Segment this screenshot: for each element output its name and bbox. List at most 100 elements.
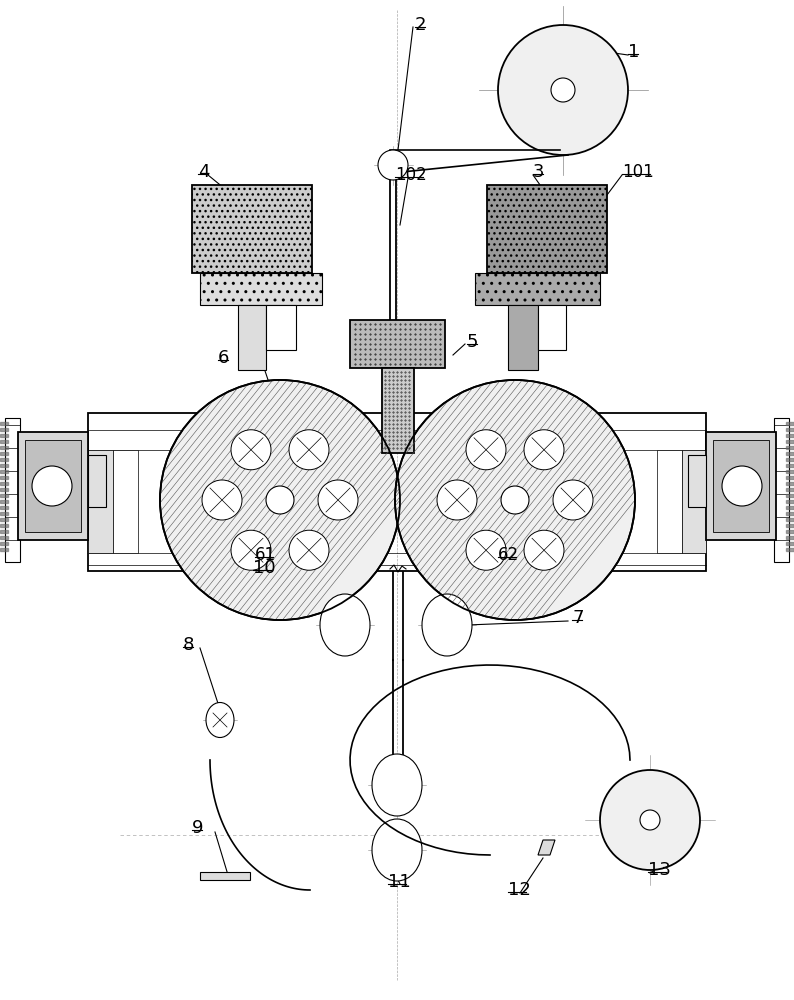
- Ellipse shape: [206, 702, 234, 738]
- Polygon shape: [0, 494, 8, 497]
- Circle shape: [466, 430, 506, 470]
- Bar: [508, 305, 538, 370]
- Bar: [25, 440, 81, 532]
- Polygon shape: [786, 488, 794, 491]
- Circle shape: [498, 25, 628, 155]
- Bar: [88, 413, 706, 571]
- Polygon shape: [0, 446, 8, 449]
- Bar: [382, 368, 414, 453]
- Text: 62: 62: [498, 546, 519, 564]
- Polygon shape: [0, 470, 8, 473]
- Polygon shape: [786, 428, 794, 431]
- Bar: [238, 305, 266, 370]
- Polygon shape: [0, 548, 8, 551]
- Circle shape: [551, 78, 575, 102]
- Bar: [706, 432, 776, 540]
- Ellipse shape: [422, 594, 472, 656]
- Polygon shape: [0, 482, 8, 485]
- Polygon shape: [786, 494, 794, 497]
- Text: 61: 61: [255, 546, 276, 564]
- Circle shape: [231, 430, 271, 470]
- Polygon shape: [0, 476, 8, 479]
- Bar: [5, 418, 20, 562]
- Polygon shape: [0, 536, 8, 539]
- Bar: [657, 450, 682, 553]
- Text: 6: 6: [218, 349, 229, 367]
- Circle shape: [640, 810, 660, 830]
- Circle shape: [600, 770, 700, 870]
- Circle shape: [289, 530, 329, 570]
- Circle shape: [160, 380, 400, 620]
- Circle shape: [32, 466, 72, 506]
- Polygon shape: [786, 422, 794, 425]
- Polygon shape: [0, 488, 8, 491]
- Circle shape: [395, 380, 635, 620]
- Polygon shape: [0, 440, 8, 443]
- Circle shape: [378, 150, 408, 180]
- Text: 1: 1: [628, 43, 639, 61]
- Text: 4: 4: [198, 163, 210, 181]
- Text: 2: 2: [415, 16, 426, 34]
- Circle shape: [289, 430, 329, 470]
- Polygon shape: [786, 434, 794, 437]
- Ellipse shape: [372, 754, 422, 816]
- Text: 5: 5: [467, 333, 479, 351]
- Polygon shape: [786, 458, 794, 461]
- Polygon shape: [786, 530, 794, 533]
- Text: 3: 3: [533, 163, 545, 181]
- Bar: [682, 450, 706, 553]
- Text: 10: 10: [253, 559, 276, 577]
- Polygon shape: [786, 518, 794, 521]
- Ellipse shape: [372, 819, 422, 881]
- Polygon shape: [200, 872, 250, 880]
- Polygon shape: [0, 530, 8, 533]
- Bar: [774, 418, 789, 562]
- Polygon shape: [786, 506, 794, 509]
- Text: 8: 8: [183, 636, 195, 654]
- Polygon shape: [0, 512, 8, 515]
- Polygon shape: [786, 524, 794, 527]
- Text: 9: 9: [192, 819, 203, 837]
- Circle shape: [501, 486, 529, 514]
- Bar: [200, 273, 322, 305]
- Bar: [88, 450, 113, 553]
- Bar: [475, 273, 600, 305]
- Polygon shape: [0, 458, 8, 461]
- Bar: [266, 305, 296, 350]
- Circle shape: [524, 430, 564, 470]
- Circle shape: [524, 530, 564, 570]
- Circle shape: [466, 530, 506, 570]
- Polygon shape: [0, 428, 8, 431]
- Polygon shape: [786, 548, 794, 551]
- Polygon shape: [0, 422, 8, 425]
- Polygon shape: [786, 440, 794, 443]
- Polygon shape: [786, 446, 794, 449]
- Polygon shape: [538, 840, 555, 855]
- Polygon shape: [0, 518, 8, 521]
- Circle shape: [553, 480, 593, 520]
- Polygon shape: [0, 524, 8, 527]
- Text: 102: 102: [395, 166, 426, 184]
- Bar: [713, 440, 769, 532]
- Bar: [88, 455, 106, 507]
- Circle shape: [722, 466, 762, 506]
- Text: 101: 101: [622, 163, 653, 181]
- Polygon shape: [0, 464, 8, 467]
- Bar: [18, 432, 88, 540]
- Polygon shape: [0, 506, 8, 509]
- Polygon shape: [0, 434, 8, 437]
- Text: 13: 13: [648, 861, 671, 879]
- Circle shape: [231, 530, 271, 570]
- Text: 12: 12: [508, 881, 531, 899]
- Circle shape: [437, 480, 477, 520]
- Bar: [688, 455, 706, 507]
- Polygon shape: [786, 500, 794, 503]
- Circle shape: [202, 480, 242, 520]
- Circle shape: [266, 486, 294, 514]
- Polygon shape: [0, 452, 8, 455]
- Polygon shape: [786, 470, 794, 473]
- Bar: [487, 185, 607, 273]
- Bar: [538, 305, 566, 350]
- Text: 11: 11: [388, 873, 410, 891]
- Polygon shape: [786, 476, 794, 479]
